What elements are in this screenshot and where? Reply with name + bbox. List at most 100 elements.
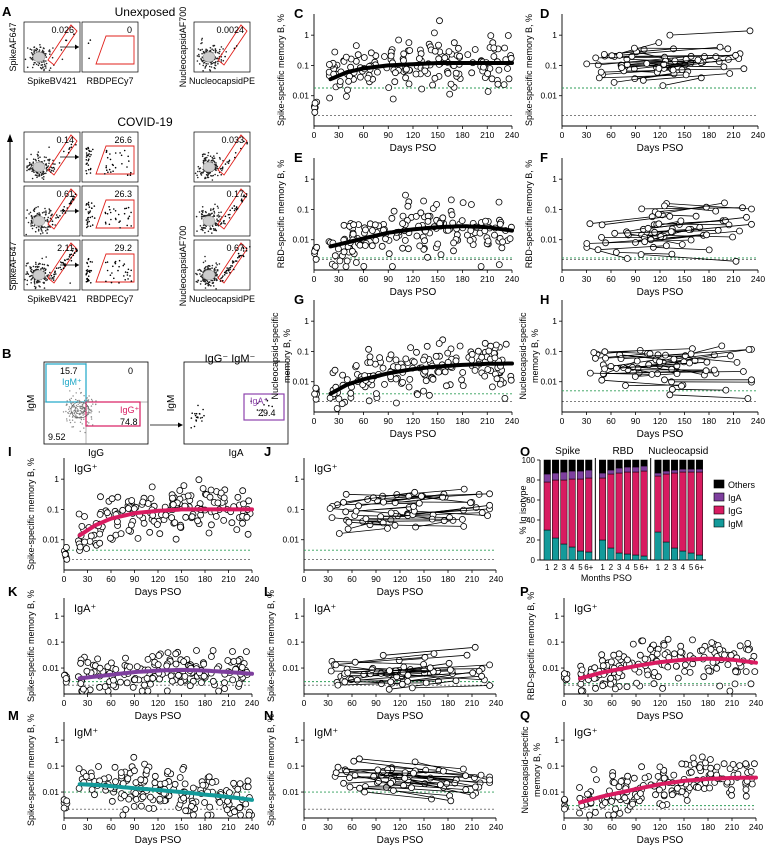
flow-event [49, 277, 51, 279]
flow-event [199, 49, 202, 51]
data-point-first [649, 243, 657, 251]
flow-event [42, 178, 45, 180]
x-tick-label: 180 [702, 416, 716, 426]
x-tick-label: 150 [431, 274, 445, 284]
subject-trajectory [586, 247, 628, 259]
x-tick-label: 0 [302, 574, 307, 584]
gate-b-event [79, 402, 81, 404]
flow-event [25, 217, 28, 219]
flow-event [46, 279, 49, 281]
flow-event [212, 174, 215, 177]
legend-swatch [713, 479, 725, 489]
data-point [362, 226, 369, 234]
data-point [101, 683, 109, 690]
data-point [599, 662, 607, 670]
flow-event [217, 220, 220, 222]
data-point-first [387, 509, 395, 517]
gate-b-event [65, 404, 68, 406]
data-point [490, 53, 498, 60]
data-point-first [602, 354, 609, 362]
flow-gated-event [72, 254, 75, 257]
x-tick-label: 210 [725, 698, 739, 708]
y-tick-label: 0.1 [47, 761, 59, 771]
data-point [435, 55, 443, 63]
gate-b-event [77, 403, 79, 405]
data-point-second [655, 39, 663, 46]
flow-event [214, 64, 216, 66]
data-point [194, 517, 202, 525]
flow-rbd-pos-event [123, 275, 125, 277]
data-point [702, 759, 709, 767]
flow-event [26, 272, 29, 275]
flow-rbd-pos-event [117, 213, 120, 216]
flow-rbd-neg-event [85, 147, 87, 150]
data-point-first [656, 358, 663, 366]
data-point-second [404, 671, 412, 679]
data-point [242, 648, 250, 655]
data-point-first [401, 769, 409, 776]
data-point [677, 648, 684, 656]
flow-event [45, 62, 48, 65]
flow-rbd-pos-event [105, 223, 107, 225]
data-point [212, 513, 220, 520]
gate-b-event [67, 412, 69, 414]
x-tick-label: 150 [677, 822, 691, 832]
flow-axis-spike-x: SpikeBV421 [27, 76, 77, 86]
flow-event [36, 212, 39, 215]
flow-gated-event [62, 267, 65, 270]
flow-rbd-neg-event [87, 168, 90, 171]
flow-event [61, 58, 64, 61]
flow-rbd-pos-event [127, 268, 130, 271]
flow-density-contour [32, 215, 46, 227]
y-tick-label: 0.1 [287, 504, 299, 514]
data-point-first [404, 677, 412, 685]
data-point-first [328, 514, 336, 521]
panel-letter: N [264, 708, 273, 723]
data-point-second [678, 382, 685, 390]
flow-gated-event [75, 250, 78, 253]
data-point [75, 510, 83, 518]
flow-event [217, 174, 219, 177]
data-point [651, 669, 658, 676]
subject-trajectory [599, 74, 687, 79]
gate-b-event [76, 400, 79, 402]
flow-event [198, 211, 201, 213]
flow-event [25, 265, 28, 267]
gate-b-event [71, 426, 73, 428]
data-point-second [460, 485, 468, 493]
data-point-second [467, 499, 474, 507]
data-point [108, 659, 115, 667]
data-point [716, 646, 723, 653]
data-point [224, 797, 231, 805]
gate-b-event [69, 419, 71, 421]
data-point [199, 781, 207, 789]
gate-b-event [80, 407, 82, 410]
gate-b-iga-value: 29.4 [258, 408, 276, 418]
data-point-second [694, 56, 702, 64]
flow-event [25, 273, 27, 276]
data-point [97, 493, 104, 501]
flow-event [209, 172, 211, 174]
data-point [148, 483, 156, 491]
stacked-bar-segment [695, 471, 703, 556]
flow-event [44, 207, 46, 210]
x-tick-label: 4 [570, 563, 575, 572]
data-point [200, 660, 208, 668]
data-point [447, 80, 455, 88]
flow-rbd-neg-event [87, 258, 90, 261]
data-point [387, 351, 395, 359]
flow-event [32, 161, 35, 163]
flow-gated-event [224, 55, 226, 58]
subject-trajectory [412, 504, 490, 516]
flow-gated-event [75, 248, 78, 251]
flow-event [26, 166, 28, 169]
data-point-second [702, 367, 710, 375]
data-point [607, 680, 614, 688]
data-point [238, 664, 246, 671]
data-point-first [654, 351, 662, 359]
x-tick-label: 0 [562, 822, 567, 832]
gate-b-event [82, 414, 84, 416]
y-axis-label: Spike-specific memory B, % [266, 590, 276, 702]
flow-density-contour [202, 161, 216, 173]
